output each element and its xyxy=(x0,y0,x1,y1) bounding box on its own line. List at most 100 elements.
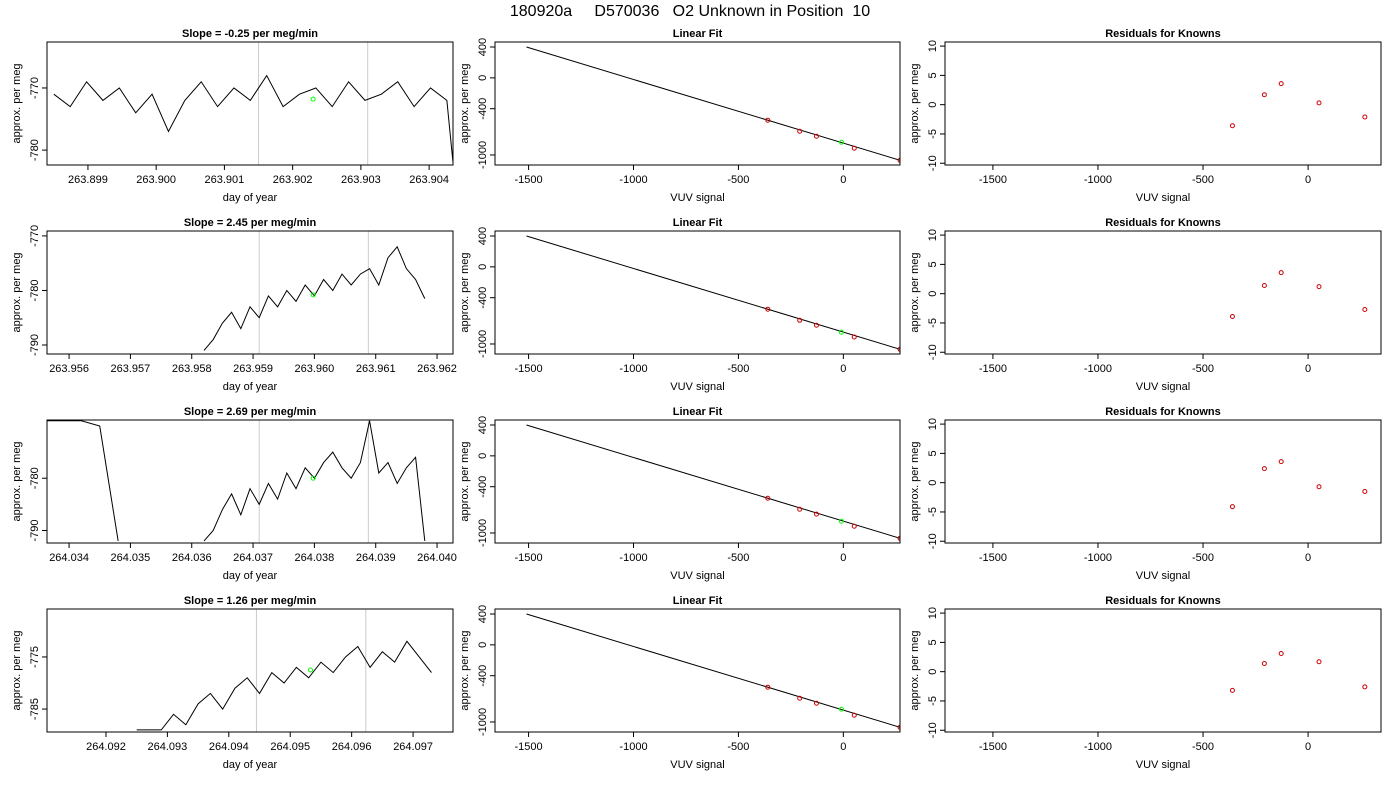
y-tick-label: -780 xyxy=(29,467,41,489)
x-tick-label: 263.961 xyxy=(356,363,396,375)
panel-title: Slope = -0.25 per meg/min xyxy=(182,28,318,40)
panel-title: Slope = 2.45 per meg/min xyxy=(184,217,317,229)
x-tick-label: 0 xyxy=(840,363,846,375)
known-point xyxy=(851,712,857,718)
x-axis-label: VUV signal xyxy=(1136,192,1190,204)
y-tick-label: 400 xyxy=(477,416,489,434)
panel-title: Slope = 2.69 per meg/min xyxy=(184,406,317,418)
y-tick-label: 5 xyxy=(927,72,939,78)
x-axis-label: VUV signal xyxy=(670,381,724,393)
y-tick-label: 400 xyxy=(477,38,489,56)
y-tick-label: -5 xyxy=(927,696,939,706)
y-axis-label: approx. per meg xyxy=(459,630,471,710)
x-tick-label: 0 xyxy=(840,174,846,186)
y-tick-label: -400 xyxy=(477,98,489,120)
x-tick-label: -1500 xyxy=(979,741,1007,753)
x-tick-label: -1000 xyxy=(1084,174,1112,186)
known-point xyxy=(813,511,819,517)
residual-point xyxy=(1261,660,1267,666)
panel: Slope = 2.45 per meg/min day of year appro… xyxy=(11,217,457,393)
y-tick-label: 0 xyxy=(927,669,939,675)
y-tick-label: 10 xyxy=(927,418,939,430)
y-axis-label: approx. per meg xyxy=(909,63,921,143)
plot-area xyxy=(526,46,900,163)
x-tick-label: -1000 xyxy=(619,552,647,564)
known-point xyxy=(765,684,771,690)
x-tick-label: 263.900 xyxy=(136,174,176,186)
y-tick-label: 0 xyxy=(477,642,489,648)
panel: Residuals for Knowns VUV signal approx. pe… xyxy=(909,217,1382,393)
panel: Slope = 2.69 per meg/min day of year appro… xyxy=(11,406,457,582)
known-point xyxy=(897,724,900,730)
y-axis-label: approx. per meg xyxy=(11,441,23,521)
y-tick-label: 5 xyxy=(927,261,939,267)
y-axis-label: approx. per meg xyxy=(459,441,471,521)
x-tick-label: -500 xyxy=(727,174,749,186)
known-point xyxy=(797,128,803,134)
x-axis-label: VUV signal xyxy=(1136,570,1190,582)
x-tick-label: 264.095 xyxy=(270,741,310,753)
panel: Slope = 1.26 per meg/min day of year appro… xyxy=(11,595,454,771)
data-line xyxy=(47,420,426,542)
x-tick-label: 0 xyxy=(1305,363,1311,375)
plot-area xyxy=(203,231,426,354)
y-tick-label: -785 xyxy=(29,698,41,720)
plot-frame xyxy=(494,608,901,733)
plot-frame xyxy=(46,419,454,544)
residual-point xyxy=(1278,651,1284,657)
x-tick-label: 0 xyxy=(1305,174,1311,186)
y-tick-label: -5 xyxy=(927,129,939,139)
x-axis-label: day of year xyxy=(223,381,278,393)
y-tick-label: -790 xyxy=(29,334,41,356)
known-point xyxy=(797,317,803,323)
fit-line xyxy=(526,46,900,161)
panel-title: Residuals for Knowns xyxy=(1105,28,1221,40)
x-tick-label: -1000 xyxy=(619,741,647,753)
data-line xyxy=(203,245,426,351)
y-tick-label: -10 xyxy=(927,155,939,171)
y-tick-label: -10 xyxy=(927,533,939,549)
x-tick-label: -1500 xyxy=(979,174,1007,186)
plot-frame xyxy=(944,419,1382,544)
y-axis-label: approx. per meg xyxy=(909,630,921,710)
plot-frame xyxy=(944,230,1382,355)
x-axis-label: VUV signal xyxy=(670,192,724,204)
plot-area xyxy=(526,424,900,541)
y-tick-label: -10 xyxy=(927,722,939,738)
known-point xyxy=(897,535,900,541)
unknown-marker xyxy=(310,475,316,481)
panel-title: Linear Fit xyxy=(673,28,723,40)
x-tick-label: 264.094 xyxy=(209,741,249,753)
x-tick-label: 263.959 xyxy=(233,363,273,375)
x-axis-label: day of year xyxy=(223,192,278,204)
y-tick-label: 400 xyxy=(477,605,489,623)
plot-area xyxy=(1229,81,1368,129)
x-tick-label: 263.958 xyxy=(172,363,212,375)
x-tick-label: 264.040 xyxy=(417,552,457,564)
plot-frame xyxy=(944,608,1382,733)
figure-title: 180920a D570036 O2 Unknown in Position 1… xyxy=(510,3,870,20)
plot-frame xyxy=(46,608,454,733)
y-tick-label: -1000 xyxy=(477,330,489,358)
y-tick-label: -5 xyxy=(927,318,939,328)
plot-frame xyxy=(494,419,901,544)
y-tick-label: -1000 xyxy=(477,519,489,547)
x-tick-label: -1000 xyxy=(1084,741,1112,753)
plot-frame xyxy=(944,41,1382,166)
known-point xyxy=(765,117,771,123)
x-tick-label: 263.957 xyxy=(111,363,151,375)
x-tick-label: -500 xyxy=(1192,552,1214,564)
panel-title: Linear Fit xyxy=(673,406,723,418)
x-tick-label: -1000 xyxy=(1084,363,1112,375)
residual-point xyxy=(1261,282,1267,288)
x-tick-label: 0 xyxy=(1305,741,1311,753)
y-tick-label: -770 xyxy=(29,77,41,99)
x-axis-label: VUV signal xyxy=(670,570,724,582)
x-axis-label: VUV signal xyxy=(1136,759,1190,771)
residual-point xyxy=(1278,81,1284,87)
y-tick-label: 0 xyxy=(477,75,489,81)
y-tick-label: 0 xyxy=(477,264,489,270)
y-tick-label: -400 xyxy=(477,476,489,498)
fit-line xyxy=(526,424,900,539)
